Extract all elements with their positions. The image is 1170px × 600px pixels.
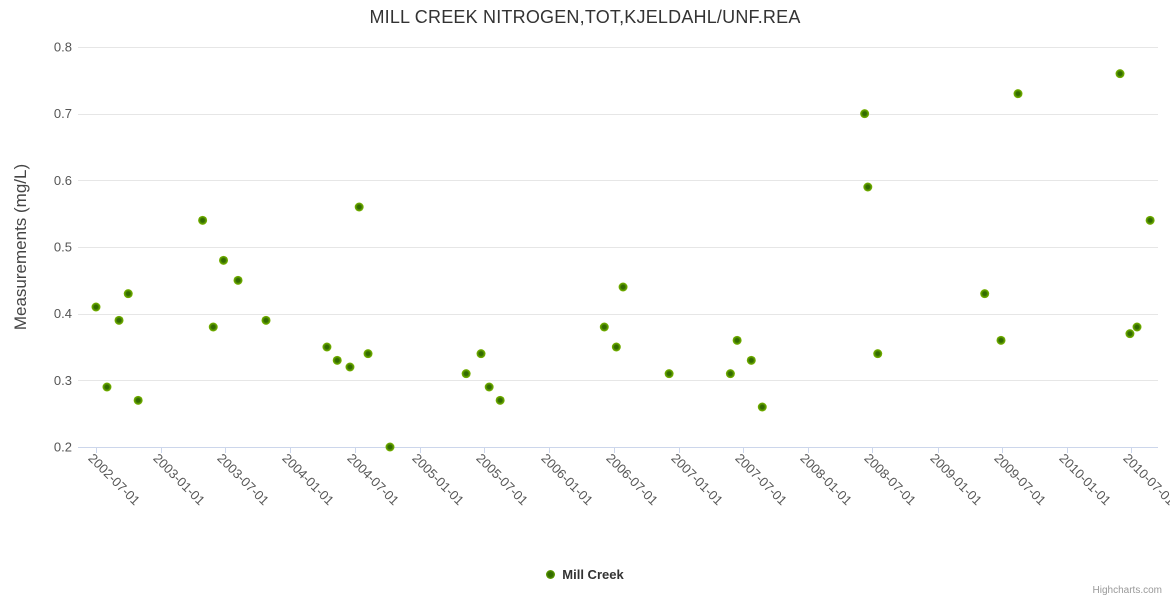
data-point[interactable]: [198, 215, 208, 225]
y-axis-tick-label: 0.2: [54, 440, 72, 455]
x-axis-tick-label: 2009-01-01: [927, 451, 985, 509]
data-point[interactable]: [611, 342, 621, 352]
x-axis-tick-label: 2006-07-01: [603, 451, 661, 509]
data-point[interactable]: [208, 322, 218, 332]
data-point[interactable]: [484, 382, 494, 392]
data-point[interactable]: [1013, 89, 1023, 99]
data-point[interactable]: [599, 322, 609, 332]
data-point[interactable]: [757, 402, 767, 412]
data-point[interactable]: [133, 395, 143, 405]
data-point[interactable]: [261, 315, 271, 325]
x-axis-tick-label: 2008-07-01: [861, 451, 919, 509]
data-point[interactable]: [461, 369, 471, 379]
data-point[interactable]: [114, 315, 124, 325]
x-axis-tick-label: 2004-07-01: [344, 451, 402, 509]
data-point[interactable]: [618, 282, 628, 292]
data-point[interactable]: [725, 369, 735, 379]
x-axis-tick-label: 2007-01-01: [668, 451, 726, 509]
y-axis-tick-label: 0.4: [54, 306, 72, 321]
y-axis-tick-label: 0.3: [54, 373, 72, 388]
data-point[interactable]: [495, 395, 505, 405]
x-axis-tick-label: 2006-01-01: [538, 451, 596, 509]
x-axis-tick-label: 2002-07-01: [85, 451, 143, 509]
data-point[interactable]: [1145, 215, 1155, 225]
chart-title: MILL CREEK NITROGEN,TOT,KJELDAHL/UNF.REA: [369, 7, 801, 27]
data-point[interactable]: [873, 349, 883, 359]
data-point[interactable]: [385, 442, 395, 452]
data-point[interactable]: [219, 255, 229, 265]
x-axis-tick-label: 2010-07-01: [1120, 451, 1170, 509]
data-point[interactable]: [732, 335, 742, 345]
y-axis-tick-label: 0.7: [54, 106, 72, 121]
x-axis-tick-label: 2009-07-01: [991, 451, 1049, 509]
data-point[interactable]: [102, 382, 112, 392]
x-axis-tick-label: 2005-01-01: [409, 451, 467, 509]
data-point[interactable]: [354, 202, 364, 212]
legend-item-mill-creek[interactable]: Mill Creek: [562, 567, 624, 582]
data-point[interactable]: [123, 289, 133, 299]
series-marker-icon: [546, 570, 556, 579]
x-axis-tick-label: 2008-01-01: [797, 451, 855, 509]
y-axis-tick-label: 0.6: [54, 173, 72, 188]
x-axis-tick-label: 2003-07-01: [214, 451, 272, 509]
data-point[interactable]: [1132, 322, 1142, 332]
data-point[interactable]: [746, 355, 756, 365]
data-point[interactable]: [233, 275, 243, 285]
x-axis-tick-label: 2010-01-01: [1056, 451, 1114, 509]
data-point[interactable]: [91, 302, 101, 312]
data-point[interactable]: [363, 349, 373, 359]
data-point[interactable]: [322, 342, 332, 352]
data-point[interactable]: [996, 335, 1006, 345]
data-point[interactable]: [345, 362, 355, 372]
highcharts-credit-link[interactable]: Highcharts.com: [1092, 585, 1162, 596]
x-axis-tick-label: 2007-07-01: [732, 451, 790, 509]
data-point[interactable]: [860, 109, 870, 119]
x-axis-tick-label: 2005-07-01: [473, 451, 531, 509]
legend: Mill Creek: [0, 567, 1170, 582]
x-axis-tick-label: 2004-01-01: [279, 451, 337, 509]
data-point[interactable]: [1115, 69, 1125, 79]
data-point[interactable]: [664, 369, 674, 379]
x-axis-tick-label: 2003-01-01: [150, 451, 208, 509]
data-point[interactable]: [863, 182, 873, 192]
data-point[interactable]: [476, 349, 486, 359]
y-axis-tick-label: 0.8: [54, 40, 72, 55]
data-point[interactable]: [1125, 329, 1135, 339]
data-point[interactable]: [980, 289, 990, 299]
data-point[interactable]: [332, 355, 342, 365]
y-axis-tick-label: 0.5: [54, 240, 72, 255]
